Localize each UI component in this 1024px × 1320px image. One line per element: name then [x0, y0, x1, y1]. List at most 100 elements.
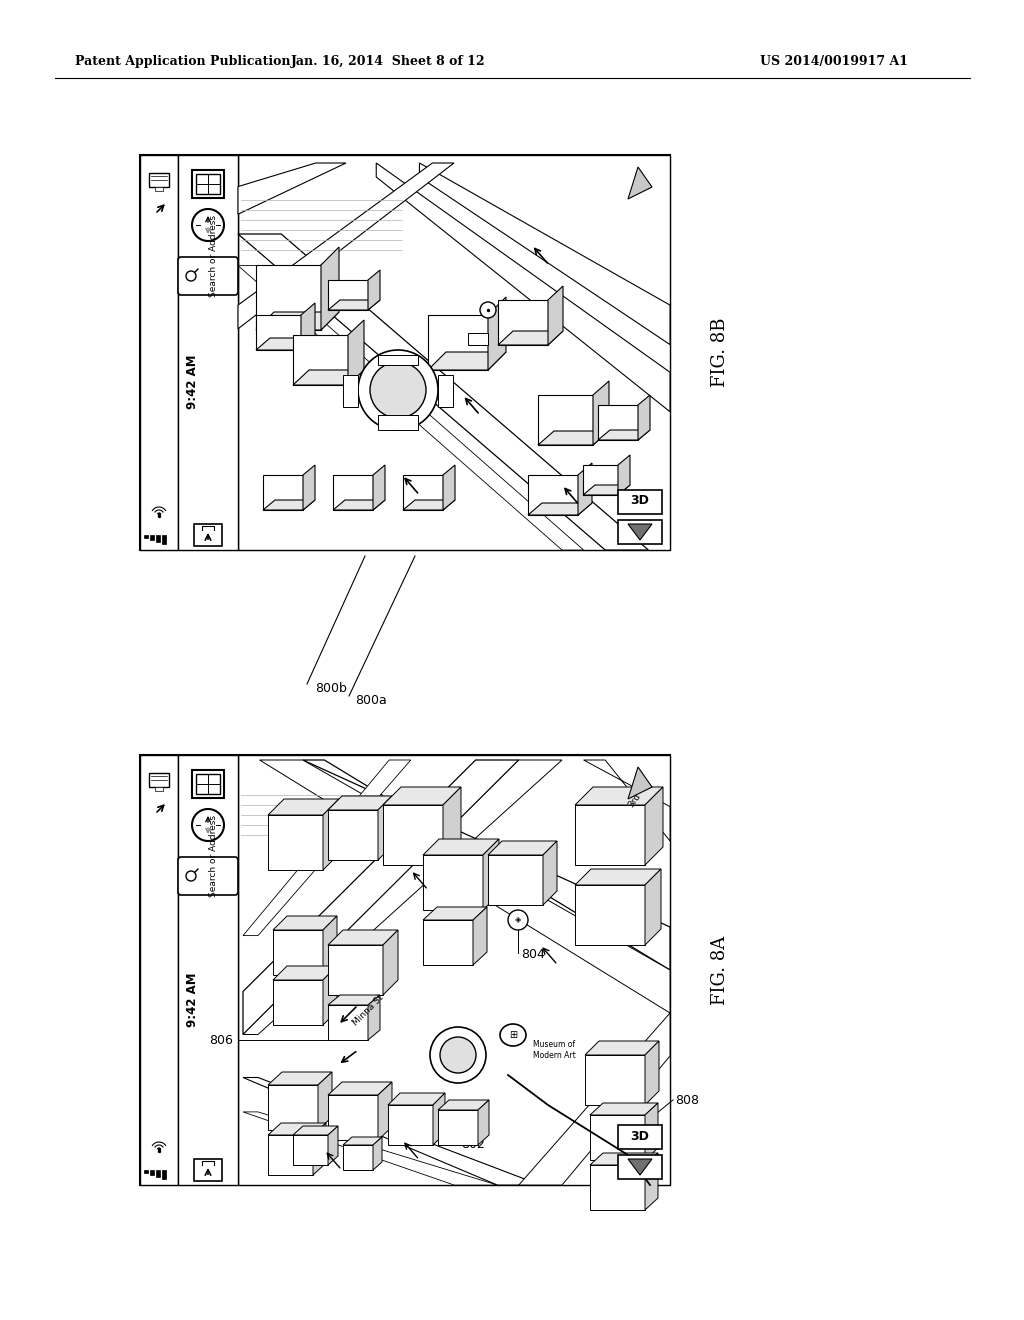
Text: 800a: 800a [355, 693, 387, 706]
Polygon shape [478, 1100, 489, 1144]
Polygon shape [303, 760, 670, 970]
Circle shape [480, 302, 496, 318]
Polygon shape [488, 297, 506, 370]
Bar [238, 154, 670, 550]
Polygon shape [645, 1104, 658, 1160]
Polygon shape [528, 503, 592, 515]
Polygon shape [333, 500, 385, 510]
Polygon shape [593, 381, 609, 445]
Polygon shape [543, 841, 557, 906]
Polygon shape [590, 1152, 658, 1166]
Polygon shape [583, 465, 618, 495]
FancyBboxPatch shape [178, 857, 238, 895]
Bar [150, 173, 169, 187]
Bar [618, 490, 662, 513]
Ellipse shape [500, 1024, 526, 1045]
Polygon shape [263, 475, 303, 510]
Polygon shape [238, 265, 584, 550]
Bar [156, 535, 160, 543]
Polygon shape [378, 414, 418, 430]
FancyBboxPatch shape [178, 257, 238, 294]
Bar [162, 535, 166, 544]
Text: Search or Address: Search or Address [209, 215, 217, 297]
Polygon shape [273, 966, 337, 979]
Bar [140, 755, 178, 1185]
Polygon shape [383, 805, 443, 865]
Polygon shape [328, 1005, 368, 1040]
Text: 3rd: 3rd [627, 791, 643, 809]
Polygon shape [268, 1135, 313, 1175]
Polygon shape [645, 1152, 658, 1210]
Polygon shape [473, 907, 487, 965]
Polygon shape [243, 760, 519, 1035]
Bar [196, 174, 220, 194]
Polygon shape [645, 1041, 659, 1105]
Bar [140, 154, 670, 550]
Polygon shape [585, 1055, 645, 1105]
Polygon shape [433, 1093, 445, 1144]
Polygon shape [293, 1126, 338, 1135]
Bar [150, 1170, 154, 1175]
Polygon shape [313, 1123, 326, 1175]
Polygon shape [328, 931, 398, 945]
Polygon shape [628, 767, 652, 799]
Polygon shape [293, 370, 364, 385]
Polygon shape [333, 475, 373, 510]
Text: Jan. 16, 2014  Sheet 8 of 12: Jan. 16, 2014 Sheet 8 of 12 [291, 55, 485, 69]
Polygon shape [438, 1100, 489, 1110]
Polygon shape [483, 840, 499, 909]
Polygon shape [575, 805, 645, 865]
Text: US 2014/0019917 A1: US 2014/0019917 A1 [760, 55, 908, 69]
Text: 800b: 800b [315, 681, 347, 694]
Text: 808: 808 [675, 1093, 699, 1106]
Bar [150, 535, 154, 540]
Bar [194, 1159, 222, 1181]
Polygon shape [428, 352, 506, 370]
Polygon shape [628, 1159, 652, 1175]
Polygon shape [388, 1105, 433, 1144]
Polygon shape [428, 315, 488, 370]
Polygon shape [423, 840, 499, 855]
Bar [196, 774, 220, 795]
Text: 3D: 3D [631, 495, 649, 507]
Text: 9:42 AM: 9:42 AM [186, 973, 199, 1027]
Polygon shape [273, 931, 323, 975]
Polygon shape [373, 465, 385, 510]
Text: Museum of
Modern Art: Museum of Modern Art [534, 1040, 575, 1060]
Bar [194, 524, 222, 546]
Bar [468, 333, 488, 345]
Polygon shape [328, 300, 380, 310]
Polygon shape [488, 841, 557, 855]
Polygon shape [590, 1166, 645, 1210]
Polygon shape [368, 995, 380, 1040]
Text: 3D: 3D [631, 1130, 649, 1143]
Polygon shape [268, 799, 339, 814]
Bar [155, 787, 163, 791]
Polygon shape [321, 247, 339, 330]
Polygon shape [590, 1115, 645, 1160]
Polygon shape [578, 463, 592, 515]
Polygon shape [645, 869, 662, 945]
Bar [156, 1170, 160, 1177]
Circle shape [430, 1027, 486, 1082]
Polygon shape [328, 945, 383, 995]
Polygon shape [519, 1012, 670, 1185]
Text: Patent Application Publication: Patent Application Publication [75, 55, 291, 69]
Bar [178, 755, 238, 1185]
Bar [140, 154, 178, 550]
Bar [193, 770, 224, 799]
Polygon shape [328, 1096, 378, 1140]
Text: Minna St: Minna St [351, 993, 385, 1027]
Bar [140, 755, 670, 1185]
Polygon shape [268, 1085, 318, 1130]
Text: Search or Address: Search or Address [209, 814, 217, 898]
Bar [618, 1155, 662, 1179]
Polygon shape [368, 271, 380, 310]
Polygon shape [498, 300, 548, 345]
Polygon shape [498, 331, 563, 345]
Polygon shape [343, 375, 358, 407]
Polygon shape [243, 760, 562, 1035]
Circle shape [358, 350, 438, 430]
Polygon shape [256, 315, 301, 350]
Polygon shape [328, 1126, 338, 1166]
